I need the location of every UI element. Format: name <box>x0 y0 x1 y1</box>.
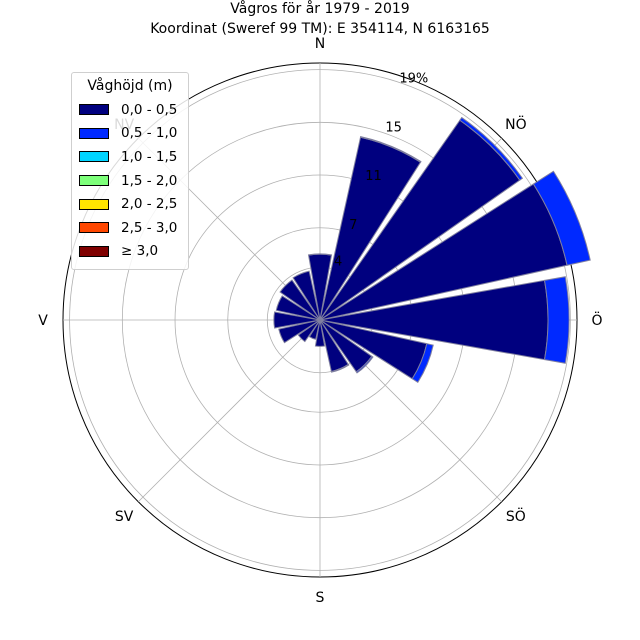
legend-title: Våghöjd (m) <box>87 78 173 94</box>
legend-item: 1,5 - 2,0 <box>78 169 182 193</box>
wave-bar-segment <box>314 319 326 347</box>
legend-swatch <box>79 175 109 187</box>
legend-label: 0,5 - 1,0 <box>121 125 178 142</box>
legend-label: 0,0 - 0,5 <box>121 101 178 118</box>
chart-title: Vågros för år 1979 - 2019 <box>230 0 409 17</box>
legend-label: 1,5 - 2,0 <box>121 172 178 189</box>
direction-label: SV <box>115 509 134 525</box>
direction-label: N <box>315 36 325 52</box>
wave-bar-segment <box>273 311 321 329</box>
radial-tick-label: 4 <box>334 254 342 269</box>
direction-label: S <box>316 590 325 606</box>
legend-item: 2,5 - 3,0 <box>78 216 182 240</box>
legend-item: 0,5 - 1,0 <box>78 122 182 146</box>
wave-bar-segment <box>292 270 321 321</box>
legend-swatch <box>79 151 109 163</box>
wave-bar-segment <box>411 343 434 384</box>
wave-bar-segment <box>355 355 374 374</box>
legend-item: 0,0 - 0,5 <box>78 98 182 122</box>
legend-item: 1,0 - 1,5 <box>78 145 182 169</box>
chart-subtitle: Koordinat (Sweref 99 TM): E 354114, N 61… <box>150 21 490 37</box>
wave-bar-segment <box>330 363 350 373</box>
wave-bar-segment <box>532 170 591 266</box>
legend-swatch <box>79 245 109 257</box>
wave-bar-segment <box>297 319 321 343</box>
wave-bar-segment <box>359 136 422 163</box>
wave-bar-segment <box>278 319 321 344</box>
grid-ring <box>69 69 571 571</box>
legend-swatch <box>79 222 109 234</box>
radial-tick-label: 11 <box>365 169 382 184</box>
wave-bar-segment <box>543 276 570 364</box>
radial-tick-label: 7 <box>349 218 357 233</box>
radial-tick-label: 19% <box>399 72 428 87</box>
wave-bar-segment <box>307 253 333 256</box>
legend-swatch <box>79 198 109 210</box>
wave-bars <box>273 116 591 384</box>
legend-item: 2,0 - 2,5 <box>78 192 182 216</box>
legend-swatch <box>79 104 109 116</box>
legend-label: 1,0 - 1,5 <box>121 148 178 165</box>
grid-spoke <box>137 319 321 503</box>
direction-label: SÖ <box>506 507 526 525</box>
direction-label: NÖ <box>505 115 527 133</box>
legend-swatch <box>79 127 109 139</box>
legend-label: 2,0 - 2,5 <box>121 196 178 213</box>
legend: Våghöjd (m) 0,0 - 0,5 0,5 - 1,0 1,0 - 1,5 1… <box>71 72 189 271</box>
direction-label: Ö <box>591 311 602 329</box>
direction-label: V <box>38 313 48 329</box>
legend-item: ≥ 3,0 <box>78 240 182 264</box>
wave-bar-segment <box>275 295 321 321</box>
wave-bar-segment <box>308 319 321 340</box>
legend-label: ≥ 3,0 <box>121 243 159 260</box>
legend-label: 2,5 - 3,0 <box>121 219 178 236</box>
wave-bar-segment <box>279 279 321 321</box>
wave-bar-segment <box>459 116 524 181</box>
radial-tick-label: 15 <box>385 120 402 135</box>
